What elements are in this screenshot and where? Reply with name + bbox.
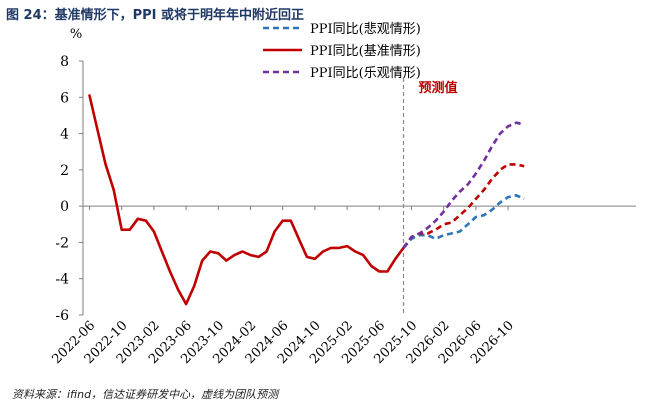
x-axis-ticks: 2022-062022-102023-022023-062023-102024-… (50, 206, 517, 367)
y-tick-label: 4 (60, 127, 69, 143)
y-tick-label: 6 (60, 90, 69, 106)
legend-label: PPI同比(乐观情形) (310, 66, 421, 81)
y-tick-label: -2 (55, 235, 69, 251)
forecast-marker: 预测值 (402, 78, 458, 315)
series-lines (88, 94, 525, 306)
y-tick-label: 2 (60, 163, 69, 179)
y-tick-label: -4 (55, 272, 69, 288)
y-tick-label: 0 (60, 199, 69, 215)
y-tick-label: 8 (60, 54, 69, 70)
forecast-label: 预测值 (419, 80, 458, 96)
y-axis-ticks: 8 6 4 2 0 -2 -4 -6 (55, 54, 83, 324)
y-axis-unit-label: % (70, 27, 82, 42)
series-line-pessimistic (402, 194, 525, 249)
figure-title: 图 24：基准情形下，PPI 或将于明年年中附近回正 (6, 8, 305, 23)
legend-label: PPI同比(悲观情形) (310, 21, 421, 37)
axes (82, 61, 636, 315)
legend-label: PPI同比(基准情形) (310, 44, 421, 59)
series-line-optimistic (402, 121, 525, 249)
series-line-baseline (402, 163, 525, 249)
legend: PPI同比(悲观情形) PPI同比(基准情形) PPI同比(乐观情形) (263, 21, 421, 81)
series-line-history (88, 94, 405, 306)
y-tick-label: -6 (55, 308, 69, 324)
source-note: 资料来源：ifind，信达证券研发中心，虚线为团队预测 (12, 388, 279, 401)
